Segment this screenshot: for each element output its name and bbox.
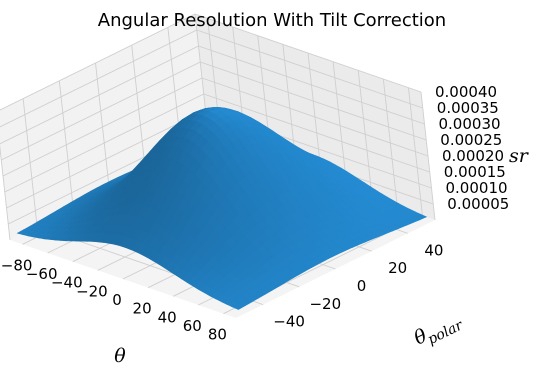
tick-labels: −80−60−40−20 0 20 40 60 80−40−20020400.000050… [1,83,510,344]
z-axis-label: sr [509,145,530,167]
x-tick-label: 40 [158,308,177,326]
x-tick-label: 20 [133,300,152,318]
z-tick-label: 0.00020 [442,147,504,165]
z-tick-label: 0.00030 [439,115,501,133]
x-tick-label: 80 [208,326,227,344]
left-gridline-z [0,45,199,145]
y-tick-label: −40 [273,313,305,331]
pane-edge [0,144,11,241]
x-tick-label: 60 [183,317,202,335]
back-gridline-z [200,61,427,141]
left-pane [0,14,209,240]
x-tick-label: −80 [1,256,33,274]
y-tick-label: −20 [309,295,341,313]
y-tick-label: 20 [388,259,407,277]
x-tick-label: −60 [26,265,58,283]
chart-title: Angular Resolution With Tilt Correction [98,10,446,31]
back-gridline-z [196,29,423,109]
left-gridline-z [0,29,197,128]
z-tick-label: 0.00035 [437,99,499,117]
left-gridline-z [2,77,203,177]
y-axis-label-sub: polar [425,317,466,348]
back-gridline-z [198,45,425,125]
x-tick-label: −20 [76,282,108,300]
left-gridline-z [6,109,206,209]
left-gridline-z [0,13,196,111]
left-gridline-z [1,61,201,161]
back-gridline-z [201,77,429,157]
x-tick-label: 0 [112,291,122,309]
z-tick-label: 0.00025 [440,131,502,149]
pane-edge [420,91,436,221]
surface-patch [232,302,246,310]
left-gridline-z [4,93,204,193]
z-tick-label: 0.00015 [444,163,506,181]
back-gridline-z [194,13,422,93]
y-tick-label: 0 [357,277,367,295]
back-gridline-z [203,93,430,173]
z-tick-label: 0.00010 [446,179,508,197]
y-tick-label: 40 [424,241,443,259]
x-tick-label: −40 [51,274,83,292]
z-tick-label: 0.00040 [435,83,497,101]
x-axis-label: θ [114,345,126,367]
y-axis-label: θpolar [411,308,467,353]
z-tick-label: 0.00005 [447,195,509,213]
surface-mesh [16,106,428,310]
